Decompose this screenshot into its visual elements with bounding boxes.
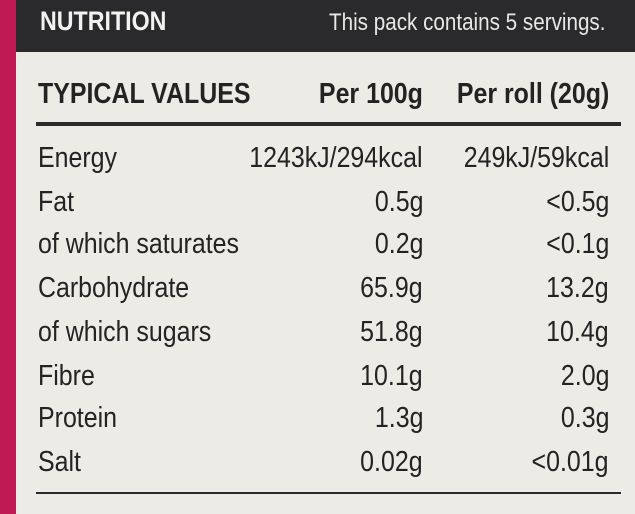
table-row: Protein 1.3g 0.3g: [16, 402, 635, 442]
per-100g-value: 65.9g: [360, 272, 423, 304]
per-100g-value: 10.1g: [360, 360, 423, 392]
nutrient-name: Protein: [38, 402, 118, 434]
per-roll-value: <0.5g: [545, 186, 609, 218]
table-header-row: TYPICAL VALUES Per 100g Per roll (20g): [16, 78, 635, 118]
table-row: of which saturates 0.2g <0.1g: [16, 228, 635, 268]
nutrient-name: Fat: [38, 186, 75, 218]
per-roll-value: <0.1g: [545, 228, 609, 260]
per-roll-value: 0.3g: [560, 402, 609, 434]
per-100g-value: 1.3g: [374, 402, 423, 434]
packaging-edge: [0, 0, 18, 514]
per-100g-value: 1243kJ/294kcal: [249, 142, 423, 174]
per-100g-value: 0.5g: [374, 186, 423, 218]
column-header-per-100g: Per 100g: [319, 78, 423, 110]
per-roll-value: 10.4g: [546, 316, 609, 348]
nutrient-name: of which sugars: [38, 316, 212, 348]
column-header-per-roll: Per roll (20g): [456, 78, 609, 110]
per-roll-value: 2.0g: [560, 360, 609, 392]
per-100g-value: 0.02g: [360, 446, 423, 478]
nutrient-name: of which saturates: [38, 228, 240, 260]
servings-note: This pack contains 5 servings.: [328, 9, 605, 36]
header-divider: [36, 122, 621, 126]
per-roll-value: 13.2g: [546, 272, 609, 304]
per-100g-value: 51.8g: [360, 316, 423, 348]
nutrient-name: Salt: [38, 446, 81, 478]
per-roll-value: <0.01g: [532, 446, 609, 478]
bottom-divider: [36, 492, 621, 494]
table-row: Energy 1243kJ/294kcal 249kJ/59kcal: [16, 142, 635, 182]
table-row: Fibre 10.1g 2.0g: [16, 360, 635, 400]
table-row: of which sugars 51.8g 10.4g: [16, 316, 635, 356]
per-roll-value: 249kJ/59kcal: [463, 142, 609, 174]
table-row: Salt 0.02g <0.01g: [16, 446, 635, 486]
column-header-typical-values: TYPICAL VALUES: [38, 78, 251, 110]
nutrition-header: NUTRITION This pack contains 5 servings.: [16, 0, 635, 52]
per-100g-value: 0.2g: [374, 228, 423, 260]
nutrition-panel: NUTRITION This pack contains 5 servings.…: [16, 0, 635, 514]
nutrient-name: Fibre: [38, 360, 95, 392]
nutrition-title: NUTRITION: [40, 6, 167, 36]
table-row: Carbohydrate 65.9g 13.2g: [16, 272, 635, 312]
nutrient-name: Carbohydrate: [38, 272, 190, 304]
table-row: Fat 0.5g <0.5g: [16, 186, 635, 226]
nutrient-name: Energy: [38, 142, 118, 174]
